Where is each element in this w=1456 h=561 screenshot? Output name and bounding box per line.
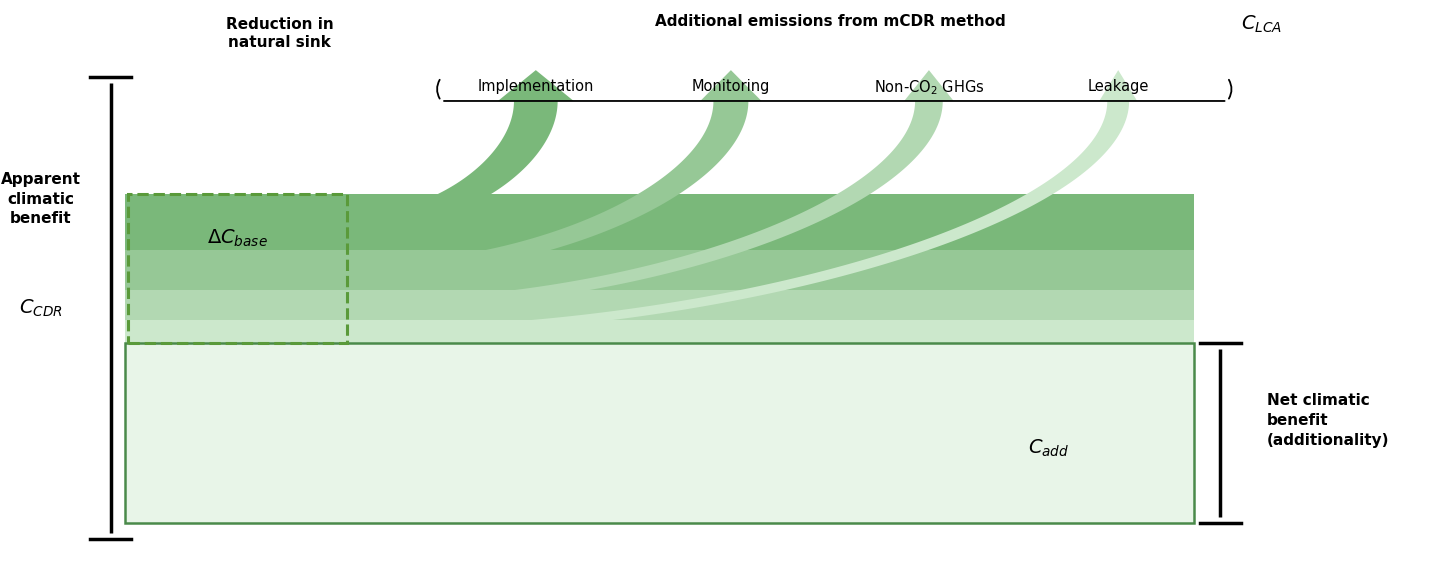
Polygon shape bbox=[361, 101, 748, 277]
Polygon shape bbox=[1099, 70, 1137, 101]
Text: $C_{add}$: $C_{add}$ bbox=[1028, 438, 1069, 459]
Bar bbox=[128, 194, 347, 343]
Polygon shape bbox=[700, 70, 761, 101]
Text: Leakage: Leakage bbox=[1088, 79, 1149, 94]
Text: Monitoring: Monitoring bbox=[692, 79, 770, 94]
Text: $\Delta C_{base}$: $\Delta C_{base}$ bbox=[207, 228, 268, 249]
Bar bbox=[125, 290, 1194, 320]
Polygon shape bbox=[361, 101, 1128, 336]
Polygon shape bbox=[904, 70, 954, 101]
Polygon shape bbox=[361, 101, 942, 310]
Text: Implementation: Implementation bbox=[478, 79, 594, 94]
Bar bbox=[125, 194, 1194, 250]
Bar bbox=[125, 343, 1194, 523]
Bar bbox=[125, 250, 1194, 290]
Polygon shape bbox=[498, 70, 574, 101]
Bar bbox=[125, 320, 1194, 343]
Text: Non-CO$_2$ GHGs: Non-CO$_2$ GHGs bbox=[874, 79, 984, 97]
Text: Additional emissions from mCDR method: Additional emissions from mCDR method bbox=[655, 14, 1005, 29]
Polygon shape bbox=[361, 101, 558, 230]
Text: $C_{LCA}$: $C_{LCA}$ bbox=[1241, 14, 1281, 35]
Text: $C_{CDR}$: $C_{CDR}$ bbox=[19, 298, 63, 319]
Text: Reduction in
natural sink: Reduction in natural sink bbox=[226, 17, 333, 50]
Text: Net climatic
benefit
(additionality): Net climatic benefit (additionality) bbox=[1267, 393, 1389, 448]
Text: Apparent
climatic
benefit: Apparent climatic benefit bbox=[1, 172, 80, 227]
